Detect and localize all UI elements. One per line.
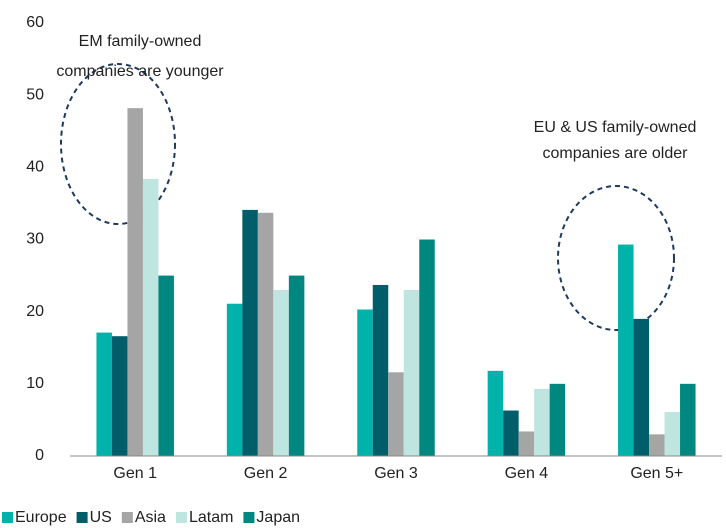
annotation: EU & US family-owned <box>534 119 697 136</box>
bar <box>273 290 289 456</box>
legend-swatch <box>175 512 187 523</box>
bar <box>388 372 404 456</box>
legend-label: Europe <box>15 509 67 526</box>
legend-swatch <box>243 512 255 523</box>
x-tick-label: Gen 3 <box>374 465 418 482</box>
y-tick-label: 40 <box>26 159 44 176</box>
bar <box>419 239 435 456</box>
annotation: companies are younger <box>56 63 224 80</box>
x-tick-label: Gen 4 <box>505 465 549 482</box>
bar <box>549 383 566 456</box>
legend-label: Latam <box>189 509 233 526</box>
bar <box>649 434 665 456</box>
bar <box>680 383 696 456</box>
bar <box>142 178 159 456</box>
legend-label: Asia <box>135 509 166 526</box>
bar <box>518 431 535 456</box>
bar <box>257 212 274 456</box>
bar <box>487 370 504 456</box>
legend-swatch <box>121 512 133 523</box>
y-tick-label: 60 <box>26 14 44 31</box>
bar <box>633 318 650 456</box>
y-tick-label: 30 <box>26 231 44 248</box>
bar <box>111 336 128 456</box>
annotation: EM family-owned <box>79 33 202 50</box>
bar <box>534 388 550 456</box>
bar <box>96 332 112 456</box>
legend-label: US <box>90 509 112 526</box>
y-tick-label: 0 <box>35 447 44 464</box>
legend-label: Japan <box>256 509 300 526</box>
x-tick-label: Gen 5+ <box>630 465 683 482</box>
annotation: companies are older <box>543 145 689 162</box>
bar <box>503 410 519 456</box>
bar <box>158 275 174 456</box>
bar <box>403 290 420 456</box>
y-tick-label: 10 <box>26 375 44 392</box>
bar <box>372 284 389 456</box>
x-tick-label: Gen 1 <box>113 465 157 482</box>
highlight-ellipse <box>557 185 675 331</box>
highlight-ellipse <box>60 63 176 225</box>
legend-swatch <box>76 512 88 523</box>
bar <box>618 244 634 456</box>
legend-swatch <box>2 512 13 523</box>
y-tick-label: 50 <box>26 86 44 103</box>
bar <box>357 309 373 456</box>
bar <box>226 303 243 456</box>
x-tick-label: Gen 2 <box>244 465 288 482</box>
y-tick-label: 20 <box>26 303 44 320</box>
bar <box>288 275 305 456</box>
bar <box>127 108 143 456</box>
bar <box>242 209 258 456</box>
bar <box>664 411 681 456</box>
